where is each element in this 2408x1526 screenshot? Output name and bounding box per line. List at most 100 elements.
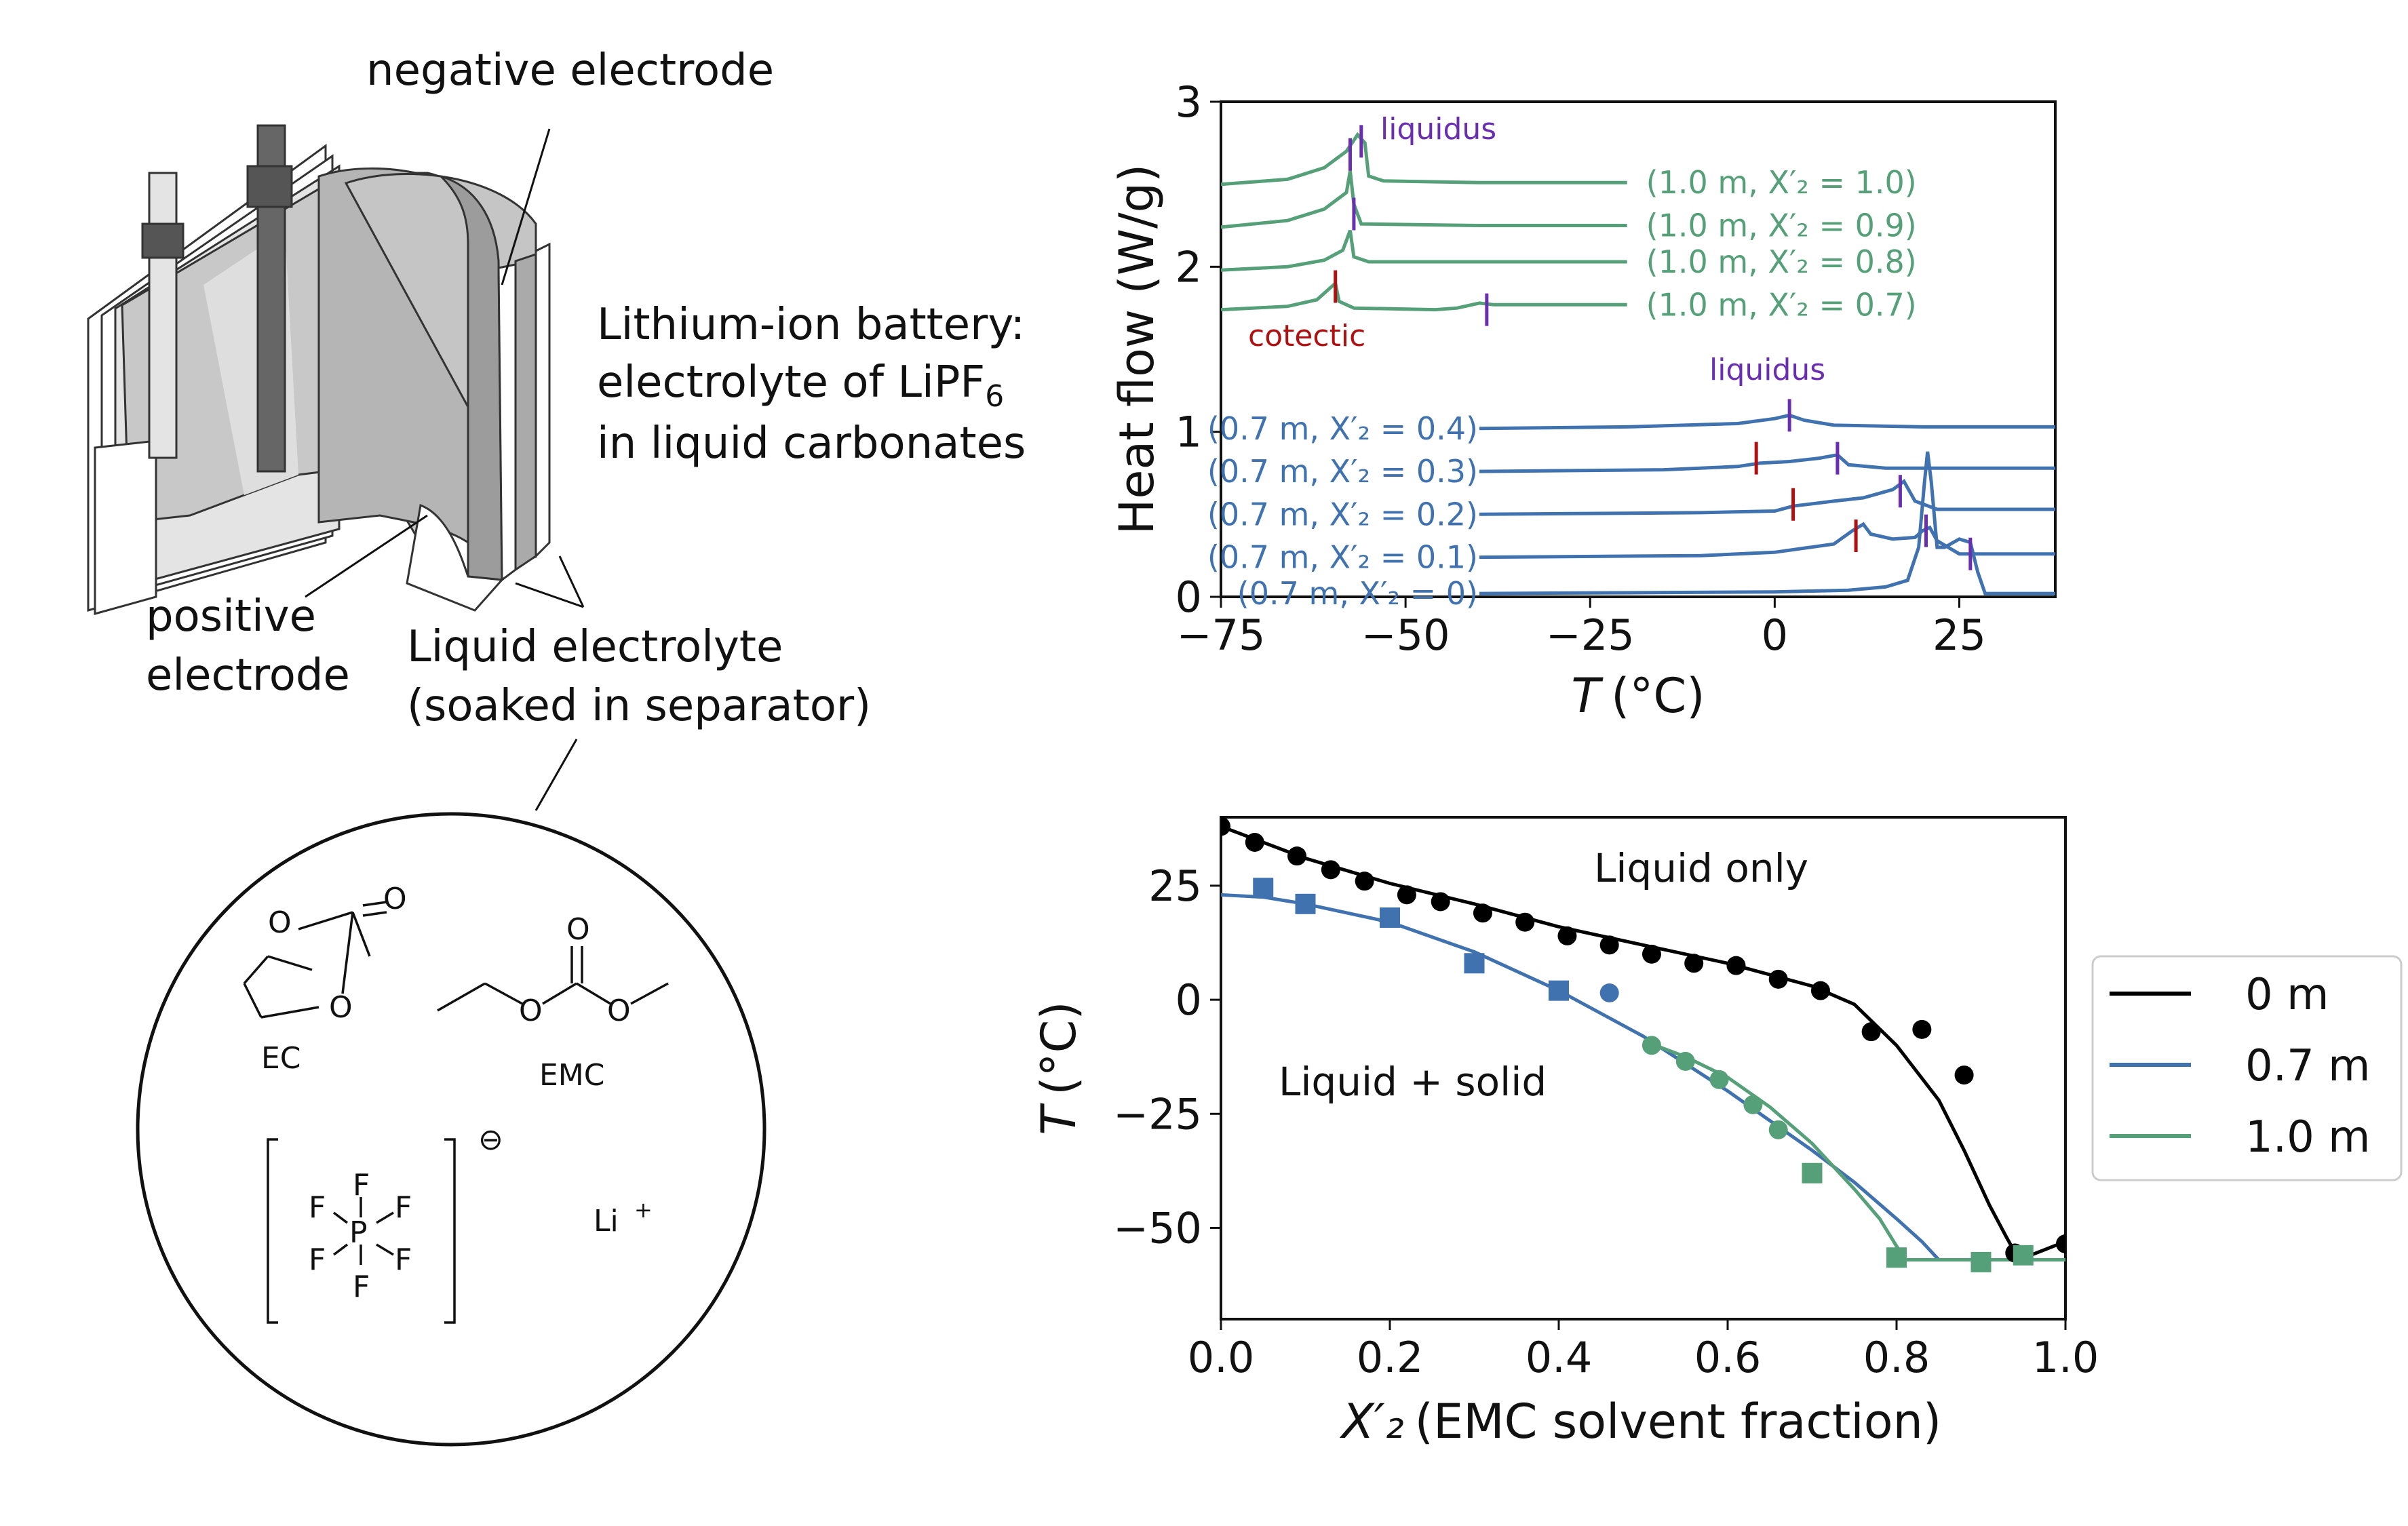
legend-box — [2091, 955, 2403, 1181]
phase-point-circle-0-9 — [1557, 926, 1577, 945]
ec-atom-o2: O — [383, 882, 407, 916]
phase-point-circle-0-11 — [1642, 944, 1661, 964]
battery-title-line1: Lithium-ion battery: — [597, 300, 1025, 350]
dsc-x-axis-var: T — [1571, 668, 1604, 724]
phase-point-circle-0-0 — [1221, 817, 1230, 836]
electrolyte-label-line1: Liquid electrolyte — [407, 622, 783, 672]
phase-point-circle-0-1 — [1245, 833, 1264, 852]
phase-point-circle-2-3 — [1743, 1095, 1763, 1114]
phase-point-circle-0-8 — [1515, 912, 1535, 932]
battery-title-line2-subscript: 6 — [985, 379, 1004, 414]
phase-point-circle-0-5 — [1397, 885, 1416, 905]
phase-diagram-chart: 0.0 0.2 0.4 0.6 0.8 1.0 25 0 −25 −50 Liquid only… — [1031, 816, 2403, 1449]
phase-point-circle-0-3 — [1321, 860, 1340, 880]
phase-point-circle-0-14 — [1768, 969, 1788, 989]
emc-atom-o3: O — [607, 994, 631, 1028]
ec-label: EC — [261, 1041, 301, 1076]
phase-curve-0 — [1221, 825, 2065, 1262]
electrolyte-molecules: O O O EC O O O EMC F F — [136, 812, 766, 1447]
dsc-trace-label-1: (1.0 m, X′₂ = 0.9) — [1646, 208, 1917, 244]
phase-point-circle-0-18 — [1954, 1065, 1974, 1085]
pf6-atom-f-ul: F — [309, 1190, 326, 1225]
electrolyte-label-line2: (soaked in separator) — [407, 681, 871, 731]
pf6-atom-f-ll: F — [309, 1243, 326, 1277]
phase-point-square-1-3 — [1464, 953, 1485, 974]
phase-point-square-1-0 — [1253, 878, 1274, 899]
phase-x-tick-label-5: 1.0 — [2032, 1333, 2099, 1382]
positive-electrode-label-line1: positive — [146, 591, 316, 642]
phase-point-circle-0-17 — [1912, 1019, 1932, 1039]
phase-point-circle-2-4 — [1768, 1120, 1788, 1139]
liquidus-annotation-top: liquidus — [1380, 112, 1496, 146]
dsc-x-tick-label-4: 25 — [1933, 610, 1986, 660]
pf6-atom-f-top: F — [353, 1168, 370, 1202]
phase-y-axis-unit: (°C) — [1031, 1001, 1087, 1095]
region-label-liquid-solid: Liquid + solid — [1279, 1059, 1547, 1105]
phase-point-square-1-1 — [1295, 893, 1316, 914]
dsc-trace-label-0: (1.0 m, X′₂ = 1.0) — [1646, 164, 1917, 201]
phase-y-tick-label-3: −50 — [1113, 1203, 1202, 1253]
dsc-plot-frame — [1220, 100, 2057, 598]
battery-illustration — [87, 124, 585, 811]
lithium-cation-label: Li — [594, 1204, 619, 1238]
emc-molecule — [437, 946, 669, 1012]
phase-point-circle-2-2 — [1709, 1070, 1729, 1089]
battery-title-line3: in liquid carbonates — [597, 418, 1026, 469]
phase-point-circle-0-20 — [2056, 1234, 2065, 1253]
dsc-trace-label-4: (0.7 m, X′₂ = 0.4) — [1207, 410, 1478, 447]
phase-x-tick-label-2: 0.4 — [1526, 1333, 1593, 1382]
liquidus-annotation-mid: liquidus — [1709, 353, 1825, 387]
pf6-atom-f-bottom: F — [353, 1270, 370, 1304]
dsc-x-tick-label-1: −50 — [1361, 610, 1450, 660]
dsc-y-tick-label-3: 3 — [1176, 77, 1202, 127]
phase-point-circle-1-0 — [1599, 983, 1619, 1002]
ec-atom-o3: O — [329, 990, 353, 1025]
phase-point-circle-0-13 — [1726, 956, 1746, 975]
phase-point-circle-2-1 — [1675, 1051, 1695, 1071]
negative-electrode-label: negative electrode — [366, 45, 774, 96]
phase-x-tick-label-4: 0.8 — [1863, 1333, 1930, 1382]
phase-point-circle-0-16 — [1861, 1022, 1881, 1042]
phase-legend: 0 m 0.7 m 1.0 m — [2091, 955, 2403, 1181]
dsc-trace-5 — [1479, 453, 2055, 473]
dsc-trace-label-6: (0.7 m, X′₂ = 0.2) — [1207, 496, 1478, 532]
phase-y-tick-label-0: 25 — [1148, 861, 1202, 911]
molecule-circle — [136, 812, 766, 1447]
phase-plot-frame — [1220, 816, 2067, 1320]
dsc-trace-label-7: (0.7 m, X′₂ = 0.1) — [1207, 539, 1478, 576]
phase-point-square-2-0 — [1802, 1162, 1823, 1183]
dsc-x-tick-label-0: −75 — [1177, 610, 1266, 660]
legend-label-07m: 0.7 m — [2245, 1041, 2370, 1091]
anion-charge: ⊖ — [478, 1122, 503, 1157]
phase-point-circle-2-0 — [1642, 1036, 1661, 1055]
phase-point-circle-0-10 — [1599, 935, 1619, 955]
phase-point-square-1-4 — [1549, 980, 1569, 1001]
dsc-y-tick-label-2: 2 — [1176, 242, 1202, 292]
phase-point-square-2-2 — [1970, 1251, 1992, 1272]
dsc-x-axis-label: T (°C) — [1571, 668, 1705, 724]
phase-point-circle-0-15 — [1810, 981, 1830, 1000]
dsc-trace-label-5: (0.7 m, X′₂ = 0.3) — [1207, 453, 1478, 490]
dsc-trace-label-2: (1.0 m, X′₂ = 0.8) — [1646, 243, 1917, 280]
phase-y-tick-label-1: 0 — [1176, 975, 1202, 1025]
dsc-trace-label-8: (0.7 m, X′₂ = 0) — [1237, 575, 1478, 612]
pf6-atom-f-lr: F — [395, 1243, 412, 1277]
region-label-liquid-only: Liquid only — [1594, 845, 1808, 891]
ec-molecule — [243, 901, 387, 1019]
phase-point-circle-0-2 — [1287, 846, 1307, 866]
cotectic-annotation: cotectic — [1248, 319, 1365, 353]
dsc-trace-4 — [1479, 413, 2055, 431]
dsc-trace-label-3: (1.0 m, X′₂ = 0.7) — [1646, 286, 1917, 323]
dsc-trace-2 — [1221, 229, 1627, 272]
ec-atom-o1: O — [268, 905, 292, 940]
phase-curve-2 — [1642, 1039, 2065, 1261]
positive-electrode-label-line2: electrode — [146, 650, 350, 701]
phase-point-circle-0-7 — [1473, 903, 1492, 923]
legend-label-0m: 0 m — [2245, 970, 2329, 1020]
emc-atom-o2: O — [566, 912, 590, 947]
dsc-y-tick-label-0: 0 — [1176, 572, 1202, 622]
phase-point-circle-0-12 — [1684, 954, 1704, 973]
phase-point-circle-0-4 — [1355, 872, 1374, 891]
pf6-atom-p: P — [349, 1215, 368, 1250]
pf6-brackets — [267, 1138, 456, 1324]
